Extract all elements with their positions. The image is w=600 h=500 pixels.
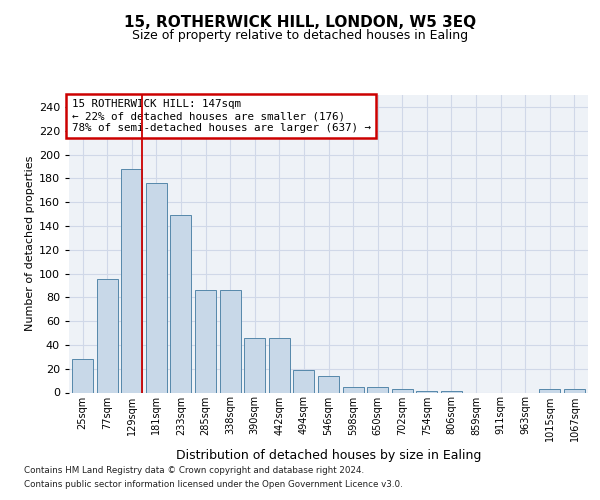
Text: 15, ROTHERWICK HILL, LONDON, W5 3EQ: 15, ROTHERWICK HILL, LONDON, W5 3EQ (124, 15, 476, 30)
Bar (220, 290, 241, 392)
Bar (121, 169, 142, 392)
Bar (269, 338, 290, 392)
Bar (343, 386, 364, 392)
Text: Size of property relative to detached houses in Ealing: Size of property relative to detached ho… (132, 29, 468, 42)
Text: Contains HM Land Registry data © Crown copyright and database right 2024.: Contains HM Land Registry data © Crown c… (24, 466, 364, 475)
Bar (392, 389, 413, 392)
Bar (146, 183, 167, 392)
Bar (244, 338, 265, 392)
Bar (293, 370, 314, 392)
X-axis label: Distribution of detached houses by size in Ealing: Distribution of detached houses by size … (176, 449, 481, 462)
Bar (72, 359, 93, 392)
Bar (97, 280, 118, 392)
Bar (367, 386, 388, 392)
Bar (564, 389, 585, 392)
Bar (170, 215, 191, 392)
Bar (539, 389, 560, 392)
Text: 15 ROTHERWICK HILL: 147sqm
← 22% of detached houses are smaller (176)
78% of sem: 15 ROTHERWICK HILL: 147sqm ← 22% of deta… (71, 100, 371, 132)
Y-axis label: Number of detached properties: Number of detached properties (25, 156, 35, 332)
Bar (195, 290, 216, 392)
Bar (318, 376, 339, 392)
Text: Contains public sector information licensed under the Open Government Licence v3: Contains public sector information licen… (24, 480, 403, 489)
